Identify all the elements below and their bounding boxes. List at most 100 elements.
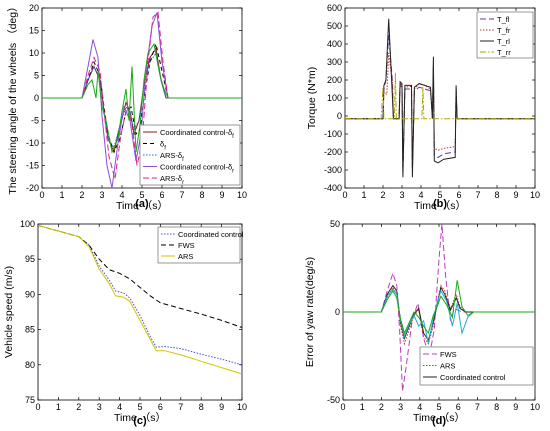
panel-label: (a) — [135, 198, 149, 210]
y-tick-label: -5 — [31, 116, 39, 126]
y-tick-label: 100 — [20, 219, 35, 229]
y-tick-label: -20 — [26, 183, 39, 193]
x-axis-label: Time （s） — [116, 200, 168, 212]
x-tick-label: 8 — [199, 402, 204, 412]
x-tick-label: 9 — [219, 190, 224, 200]
series-line-1 — [42, 47, 242, 154]
series-line-5 — [42, 11, 242, 180]
chart-panel-2: 0 1 2 3 4 5 6 7 8 9 10 -400 -300 -200 -100 0 100 200 300 40… — [306, 3, 540, 212]
y-axis-label: Vehicle speed (m/s) — [3, 266, 15, 358]
y-tick-label: 0 — [34, 93, 39, 103]
x-tick-label: 3 — [99, 190, 104, 200]
x-tick-label: 7 — [475, 402, 480, 412]
y-tick-label: -400 — [324, 183, 342, 193]
y-axis-label: Error of yaw rate(deg/s) — [304, 257, 316, 367]
legend-entry: T_rl — [497, 37, 510, 46]
x-tick-label: 9 — [219, 402, 224, 412]
legend-entry: ARS — [178, 252, 193, 261]
legend-entry: Coordinated control-δf — [160, 128, 234, 140]
x-tick-label: 0 — [340, 402, 345, 412]
y-tick-label: 10 — [29, 48, 39, 58]
x-tick-label: 1 — [360, 402, 365, 412]
legend-box — [139, 124, 241, 186]
x-tick-label: 3 — [399, 190, 404, 200]
y-tick-label: 80 — [25, 360, 35, 370]
series-line-6 — [42, 42, 242, 154]
x-tick-label: 8 — [494, 190, 499, 200]
x-tick-label: 2 — [379, 402, 384, 412]
x-tick-label: 3 — [97, 402, 102, 412]
x-tick-label: 7 — [178, 402, 183, 412]
x-tick-label: 10 — [530, 190, 540, 200]
x-tick-label: 6 — [456, 190, 461, 200]
legend-entry: δf — [160, 139, 166, 151]
y-tick-label: -200 — [324, 147, 342, 157]
y-tick-label: -100 — [324, 129, 342, 139]
x-tick-label: 6 — [159, 190, 164, 200]
y-tick-label: -50 — [327, 395, 340, 405]
series-line-4 — [42, 12, 242, 189]
y-tick-label: 20 — [29, 3, 39, 13]
y-tick-label: -15 — [26, 161, 39, 171]
x-tick-label: 10 — [237, 190, 247, 200]
legend-entry: T_fr — [497, 26, 511, 35]
y-tick-label: 400 — [327, 39, 342, 49]
x-tick-label: 8 — [199, 190, 204, 200]
panel-label: (c) — [133, 415, 147, 427]
x-tick-label: 0 — [39, 190, 44, 200]
series-line-4 — [345, 72, 535, 120]
series-line-2 — [37, 224, 243, 328]
x-tick-label: 9 — [513, 190, 518, 200]
legend-entry: T_fl — [497, 15, 510, 24]
y-tick-label: 0 — [335, 307, 340, 317]
legend: FWS ARS Coordinated control — [419, 346, 534, 386]
series-line-3 — [345, 18, 535, 178]
y-axis-label: Torque (N*m) — [306, 67, 318, 129]
y-tick-label: 200 — [327, 75, 342, 85]
legend-entry: Coordinated control-δr — [160, 162, 234, 174]
legend-entry: FWS — [440, 350, 457, 359]
x-tick-label: 10 — [530, 402, 540, 412]
legend-entry: T_rr — [497, 48, 511, 57]
x-tick-label: 5 — [436, 402, 441, 412]
x-tick-label: 2 — [76, 402, 81, 412]
panel-label: (d) — [432, 415, 446, 427]
x-tick-label: 1 — [361, 190, 366, 200]
x-tick-label: 2 — [79, 190, 84, 200]
x-tick-label: 7 — [179, 190, 184, 200]
x-tick-label: 1 — [59, 190, 64, 200]
x-tick-label: 0 — [35, 402, 40, 412]
x-tick-label: 0 — [342, 190, 347, 200]
x-tick-label: 10 — [237, 402, 247, 412]
legend: Coordinated control-δfδfARS-δfCoordinate… — [139, 124, 241, 186]
x-axis-label: Time （s） — [414, 200, 466, 212]
x-tick-label: 1 — [56, 402, 61, 412]
series-line-4 — [343, 288, 535, 344]
y-tick-label: -300 — [324, 165, 342, 175]
y-axis-label: The steering angle of the wheels （deg） — [7, 1, 19, 194]
x-tick-label: 4 — [117, 402, 122, 412]
x-tick-label: 7 — [475, 190, 480, 200]
chart-panel-3: 0 1 2 3 4 5 6 7 8 9 10 75 80 85 90 95 100 Time （s） Vehicle… — [3, 219, 247, 427]
x-tick-label: 3 — [398, 402, 403, 412]
legend-entry: Coordinated control — [440, 373, 506, 382]
x-tick-label: 5 — [437, 190, 442, 200]
x-axis-label: Time （s） — [413, 412, 465, 424]
x-tick-label: 4 — [417, 402, 422, 412]
y-tick-label: 5 — [34, 71, 39, 81]
x-tick-label: 4 — [119, 190, 124, 200]
chart-panel-1: 0 1 2 3 4 5 6 7 8 9 10 -20 -15 -10 -5 0 5 10 15 20 Time （s） T… — [7, 1, 247, 212]
legend-box — [476, 11, 534, 59]
legend: Coordinated control FWS ARS — [157, 226, 244, 264]
legend-entry: Coordinated control — [178, 230, 244, 239]
x-tick-label: 5 — [139, 190, 144, 200]
y-tick-label: 75 — [25, 395, 35, 405]
y-tick-label: 100 — [327, 93, 342, 103]
x-axis-label: Time （s） — [114, 412, 166, 424]
series-line-2 — [343, 284, 535, 346]
legend-entry: ARS — [440, 361, 455, 370]
series-line-5 — [343, 280, 535, 335]
x-tick-label: 6 — [158, 402, 163, 412]
